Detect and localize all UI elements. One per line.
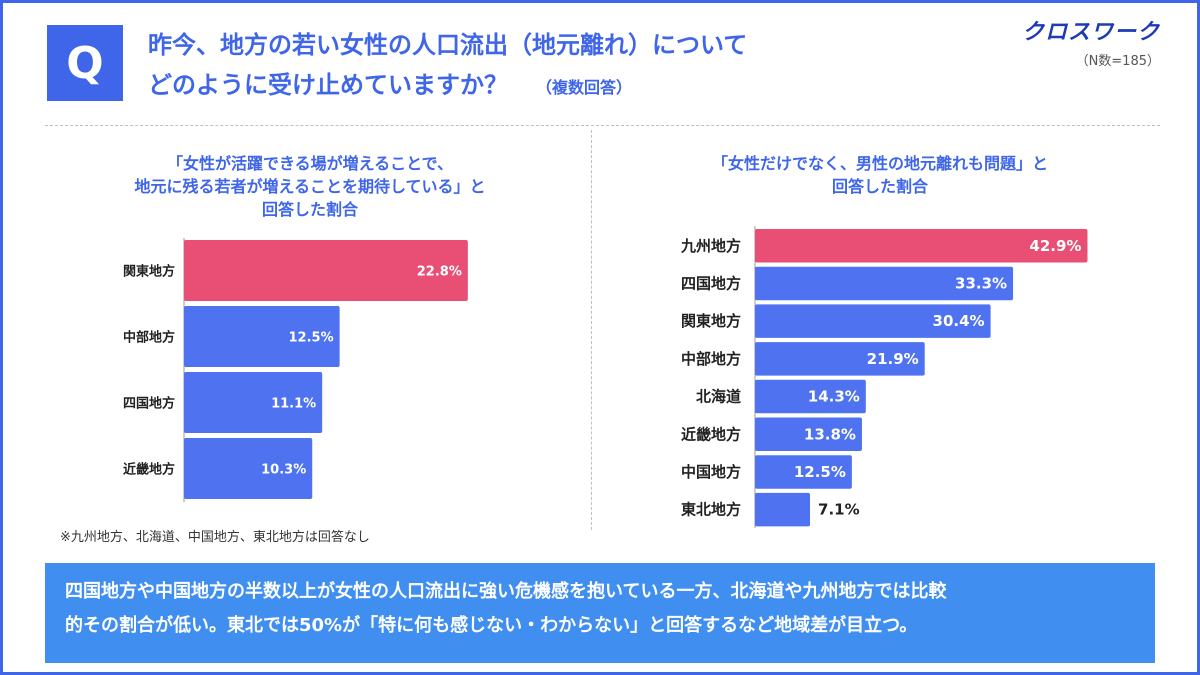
category-label: 九州地方 [680,237,741,255]
bar-四国地方 [755,266,1014,301]
bar-関東地方 [755,304,991,338]
left-chart-title-line: 回答した割合 [261,200,358,219]
horizontal-divider [45,125,1160,126]
bar-中国地方 [755,455,852,489]
bar-関東地方 [184,240,468,301]
value-label: 30.4% [933,312,985,330]
left-chart-title: 「女性が活躍できる場が増えることで、 地元に残る若者が増えることを期待している」… [40,152,580,221]
value-label: 7.1% [818,501,860,519]
bar-北海道 [755,379,866,414]
question-line-1: 昨今、地方の若い女性の人口流出（地元離れ）について [148,31,748,59]
multi-answer-note: （複数回答） [536,78,633,97]
value-label: 14.3% [808,388,860,406]
bar-中部地方 [184,306,340,367]
footnote: ※九州地方、北海道、中国地方、東北地方は回答なし [60,530,370,545]
question-title: 昨今、地方の若い女性の人口流出（地元離れ）について どのように受け止めていますか… [148,25,747,108]
left-chart-title-line: 地元に残る若者が増えることを期待している」と [134,177,486,196]
right-chart-title: 「女性だけでなく、男性の地元離れも問題」と 回答した割合 [600,152,1160,198]
value-label: 22.8% [417,265,462,280]
sample-size: （N数=185） [1075,54,1160,69]
bar-近畿地方 [184,438,313,499]
category-label: 北海道 [696,388,741,406]
summary-line-1: 四国地方や中国地方の半数以上が女性の人口流出に強い危機感を抱いている一方、北海道… [65,581,947,602]
brand-logo: クロスワーク [1021,20,1160,45]
summary-box: 四国地方や中国地方の半数以上が女性の人口流出に強い危機感を抱いている一方、北海道… [45,563,1155,663]
bar-九州地方 [755,229,1088,263]
summary-line-2: 的その割合が低い。東北では50%が「特に何も感じない・わからない」と回答するなど… [65,615,918,636]
question-badge: Q [47,25,123,101]
bar-中部地方 [755,342,925,376]
bar-近畿地方 [755,417,862,451]
category-label: 近畿地方 [681,425,741,443]
value-label: 11.1% [271,397,316,412]
vertical-divider [591,130,592,530]
category-label: 東北地方 [681,501,741,519]
bar-東北地方 [755,492,811,527]
value-label: 42.9% [1029,237,1081,255]
category-label: 中国地方 [681,463,741,481]
category-label: 四国地方 [123,396,175,412]
category-label: 関東地方 [681,312,741,330]
category-label: 四国地方 [681,274,741,292]
value-label: 10.3% [261,463,306,478]
value-label: 13.8% [804,425,856,443]
value-label: 12.5% [289,331,334,346]
category-label: 中部地方 [123,330,175,346]
right-chart-title-line: 回答した割合 [831,177,928,196]
value-label: 33.3% [955,274,1007,292]
right-chart-title-line: 「女性だけでなく、男性の地元離れも問題」と [711,154,1048,173]
value-label: 12.5% [794,463,846,481]
question-line-2: どのように受け止めていますか？ [148,71,508,99]
value-label: 21.9% [867,350,919,368]
category-label: 中部地方 [681,350,741,368]
left-chart-title-line: 「女性が活躍できる場が増えることで、 [166,154,454,173]
category-label: 近畿地方 [123,462,175,478]
bar-四国地方 [184,372,323,433]
category-label: 関東地方 [123,264,175,280]
bar-charts: 関東地方 22.8% 中部地方 12.5% 四国地方 11.1% 近畿地方 10.3% 九州地方… [123,226,1088,528]
